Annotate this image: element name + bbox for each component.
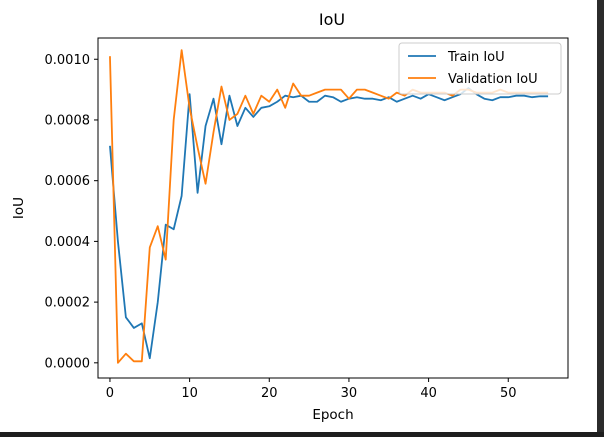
x-tick-label: 30 <box>341 386 358 401</box>
y-tick-label: 0.0010 <box>45 53 91 68</box>
chart-title: IoU <box>319 10 345 29</box>
series-lines <box>109 49 549 364</box>
y-tick-label: 0.0008 <box>45 113 91 128</box>
window-bottom-edge <box>0 432 604 437</box>
y-tick-label: 0.0004 <box>45 235 91 250</box>
legend-label-train-iou: Train IoU <box>447 50 505 65</box>
legend: Train IoU Validation IoU <box>398 42 562 95</box>
y-axis-ticks: 0.0000 0.0002 0.0004 0.0006 0.0008 0.0010 <box>45 53 98 371</box>
y-axis-label: IoU <box>11 197 27 219</box>
x-axis-ticks: 0 10 20 30 40 50 <box>106 378 517 401</box>
y-tick-label: 0.0002 <box>45 296 91 311</box>
x-tick-label: 20 <box>261 386 278 401</box>
legend-label-validation-iou: Validation IoU <box>448 72 538 87</box>
iou-line-chart: IoU 0 10 20 30 40 50 0.0000 0.0002 0.0004 0.0006… <box>11 10 569 423</box>
legend-box <box>398 42 562 95</box>
x-tick-label: 10 <box>181 386 198 401</box>
x-axis-label: Epoch <box>312 407 353 423</box>
x-tick-label: 50 <box>500 386 517 401</box>
figure-canvas: IoU 0 10 20 30 40 50 0.0000 0.0002 0.0004 0.0006… <box>0 0 597 432</box>
y-tick-label: 0.0006 <box>45 174 91 189</box>
series-line-train-iou <box>109 87 549 360</box>
y-tick-label: 0.0000 <box>45 356 91 371</box>
x-tick-label: 0 <box>106 386 114 401</box>
plot-area-frame <box>97 37 569 379</box>
x-tick-label: 40 <box>420 386 437 401</box>
